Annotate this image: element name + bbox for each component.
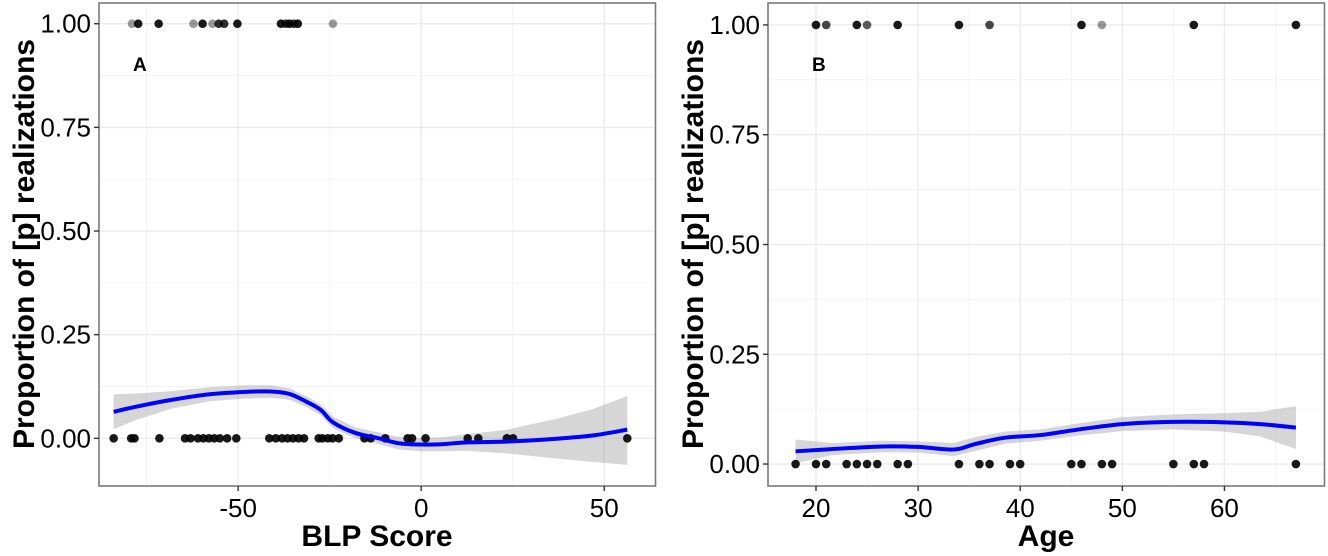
data-point xyxy=(299,434,309,443)
data-point xyxy=(1077,459,1086,469)
y-tick-label: 0.25 xyxy=(709,339,760,369)
data-point xyxy=(821,459,831,469)
data-point xyxy=(1097,20,1107,30)
x-tick-label: 30 xyxy=(904,493,933,523)
panel-b-y-axis-title: Proportion of [p] realizations xyxy=(677,39,710,449)
data-point xyxy=(842,459,851,469)
data-point xyxy=(231,434,241,443)
data-point xyxy=(903,459,913,469)
data-point xyxy=(852,459,862,469)
x-tick-label: 60 xyxy=(1210,493,1239,523)
data-point xyxy=(155,434,164,443)
panel-b-axes: 20 30 40 50 60 0.00 0.25 0.50 0.75 1.00 xyxy=(709,10,1239,523)
data-point xyxy=(189,19,198,29)
data-point xyxy=(954,20,964,30)
panel-b-gridlines xyxy=(768,3,1325,486)
x-tick-label: -50 xyxy=(219,493,257,523)
data-point xyxy=(421,434,430,443)
data-point xyxy=(215,434,225,443)
data-point xyxy=(1015,459,1025,469)
data-point xyxy=(811,20,821,30)
panel-a-label: A xyxy=(133,55,147,76)
data-point xyxy=(1097,459,1107,469)
data-point xyxy=(293,19,303,29)
data-point xyxy=(264,434,274,443)
data-point xyxy=(219,19,229,29)
panel-a-x-axis-title: BLP Score xyxy=(301,520,452,553)
x-tick-label: 0 xyxy=(414,493,428,523)
data-point xyxy=(271,434,281,443)
data-point xyxy=(791,459,800,469)
y-tick-label: 0.50 xyxy=(40,216,91,246)
data-point xyxy=(1077,20,1086,30)
y-tick-label: 0.00 xyxy=(40,423,91,453)
data-point xyxy=(1005,459,1015,469)
data-point xyxy=(1189,459,1199,469)
data-point xyxy=(154,19,163,29)
data-point xyxy=(862,20,872,30)
y-tick-label: 0.25 xyxy=(40,320,91,350)
panel-a-axes: -50 0 50 0.00 0.25 0.50 0.75 1.00 xyxy=(40,9,618,523)
panel-b-label: B xyxy=(812,55,826,76)
data-point xyxy=(198,19,207,29)
panel-b-data-points xyxy=(791,20,1301,469)
data-point xyxy=(328,19,338,29)
data-point xyxy=(334,434,344,443)
data-point xyxy=(1291,459,1301,469)
y-tick-label: 0.50 xyxy=(709,230,760,260)
data-point xyxy=(133,19,143,29)
data-point xyxy=(985,20,994,30)
data-point xyxy=(1189,20,1199,30)
data-point xyxy=(1107,459,1117,469)
smooth-curve xyxy=(113,389,628,447)
data-point xyxy=(109,434,118,443)
data-point xyxy=(821,20,831,30)
data-point xyxy=(852,20,862,30)
panel-a-gridlines xyxy=(99,3,656,486)
x-tick-label: 20 xyxy=(802,493,831,523)
panel-a-confidence-band xyxy=(113,385,628,465)
panel-b-x-axis-title: Age xyxy=(1018,520,1075,553)
data-point xyxy=(862,459,872,469)
data-point xyxy=(407,434,417,443)
data-point xyxy=(1199,459,1209,469)
data-point xyxy=(222,434,232,443)
panel-a-blp-score: -50 0 50 0.00 0.25 0.50 0.75 1.00 A BLP Score P… xyxy=(8,2,657,553)
data-point xyxy=(975,459,984,469)
data-point xyxy=(1169,459,1178,469)
data-point xyxy=(186,434,195,443)
x-tick-label: 40 xyxy=(1006,493,1035,523)
y-tick-label: 1.00 xyxy=(709,10,760,40)
data-point xyxy=(893,459,902,469)
data-point xyxy=(328,434,337,443)
data-point xyxy=(1291,20,1301,30)
y-tick-label: 0.00 xyxy=(709,449,760,479)
confidence-ribbon xyxy=(113,385,628,465)
data-point xyxy=(893,20,902,30)
data-point xyxy=(623,434,632,443)
y-tick-label: 0.75 xyxy=(40,112,91,142)
y-tick-label: 0.75 xyxy=(709,120,760,150)
data-point xyxy=(872,459,882,469)
panel-b-smooth-line xyxy=(795,419,1297,454)
x-tick-label: 50 xyxy=(590,493,619,523)
panel-a-plot-border xyxy=(98,2,657,487)
data-point xyxy=(985,459,994,469)
data-point xyxy=(1066,459,1076,469)
panel-a-y-axis-title: Proportion of [p] realizations xyxy=(8,39,41,449)
data-point xyxy=(130,434,139,443)
panel-a-smooth-line xyxy=(113,389,628,447)
data-point xyxy=(127,19,137,29)
data-point xyxy=(954,459,964,469)
data-point xyxy=(208,19,217,29)
panel-b-age: 20 30 40 50 60 0.00 0.25 0.50 0.75 1.00 B Age Pro… xyxy=(677,2,1326,553)
data-point xyxy=(811,459,821,469)
y-tick-label: 1.00 xyxy=(40,9,91,39)
x-tick-label: 50 xyxy=(1108,493,1137,523)
smooth-curve xyxy=(795,419,1297,454)
data-point xyxy=(233,19,242,29)
